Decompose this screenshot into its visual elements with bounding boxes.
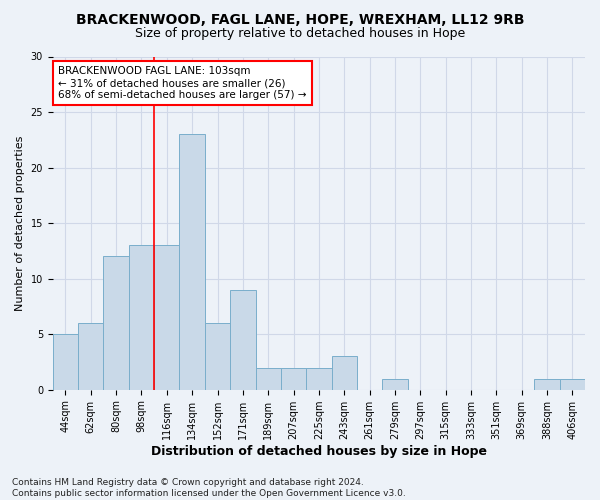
Bar xyxy=(78,323,103,390)
Text: Size of property relative to detached houses in Hope: Size of property relative to detached ho… xyxy=(135,28,465,40)
Bar xyxy=(332,356,357,390)
Bar xyxy=(560,378,585,390)
Text: Contains HM Land Registry data © Crown copyright and database right 2024.
Contai: Contains HM Land Registry data © Crown c… xyxy=(12,478,406,498)
Bar xyxy=(103,256,129,390)
Text: BRACKENWOOD FAGL LANE: 103sqm
← 31% of detached houses are smaller (26)
68% of s: BRACKENWOOD FAGL LANE: 103sqm ← 31% of d… xyxy=(58,66,307,100)
Bar xyxy=(230,290,256,390)
Bar xyxy=(306,368,332,390)
Text: BRACKENWOOD, FAGL LANE, HOPE, WREXHAM, LL12 9RB: BRACKENWOOD, FAGL LANE, HOPE, WREXHAM, L… xyxy=(76,12,524,26)
Y-axis label: Number of detached properties: Number of detached properties xyxy=(15,136,25,311)
Bar xyxy=(53,334,78,390)
Bar xyxy=(154,246,179,390)
Bar xyxy=(129,246,154,390)
Bar xyxy=(535,378,560,390)
Bar xyxy=(256,368,281,390)
Bar xyxy=(179,134,205,390)
X-axis label: Distribution of detached houses by size in Hope: Distribution of detached houses by size … xyxy=(151,444,487,458)
Bar xyxy=(281,368,306,390)
Bar xyxy=(205,323,230,390)
Bar xyxy=(382,378,407,390)
